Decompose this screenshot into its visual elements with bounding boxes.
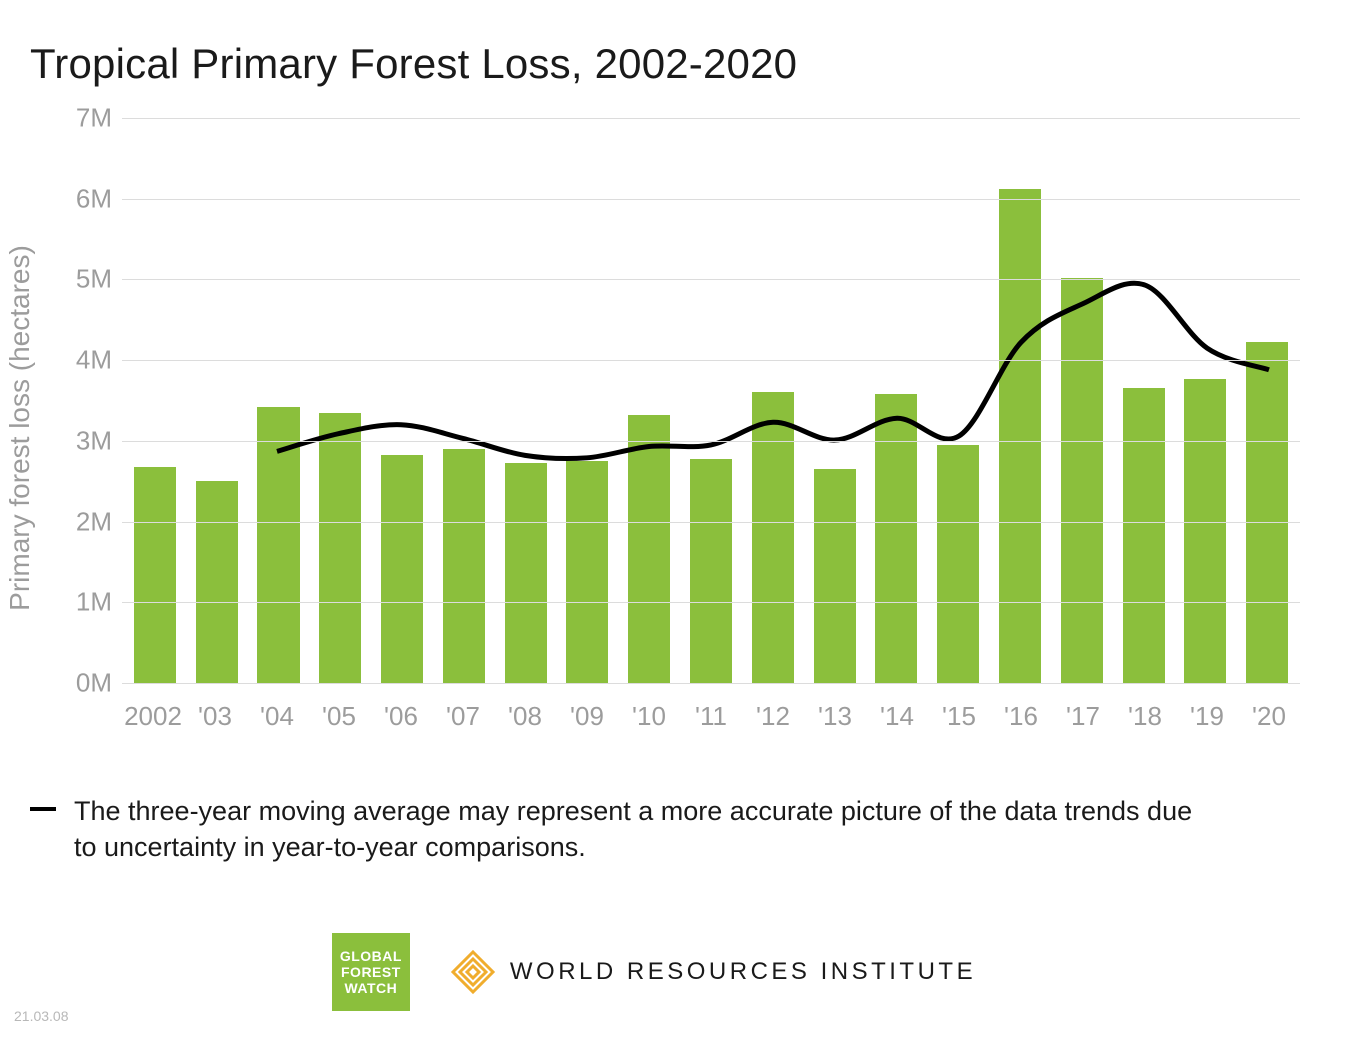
y-tick-label: 1M (76, 587, 112, 618)
bar (937, 445, 979, 683)
bar-slot (1113, 118, 1175, 683)
y-tick-label: 7M (76, 103, 112, 134)
bar-slot (804, 118, 866, 683)
x-tick-label: '04 (246, 693, 308, 738)
bar (566, 461, 608, 683)
x-tick-label: '10 (618, 693, 680, 738)
global-forest-watch-logo: GLOBAL FOREST WATCH (332, 933, 410, 1011)
bar-slot (124, 118, 186, 683)
x-tick-label: '07 (432, 693, 494, 738)
chart-area: Primary forest loss (hectares) 0M1M2M3M4… (30, 118, 1300, 738)
x-tick-label: '13 (804, 693, 866, 738)
chart-title: Tropical Primary Forest Loss, 2002-2020 (30, 40, 1308, 88)
x-tick-label: '05 (308, 693, 370, 738)
bar-slot (495, 118, 557, 683)
y-tick-label: 5M (76, 264, 112, 295)
bar-slot (557, 118, 619, 683)
bar-slot (1236, 118, 1298, 683)
x-tick-label: '06 (370, 693, 432, 738)
bar-slot (927, 118, 989, 683)
bars-group (122, 118, 1300, 683)
bar (1061, 278, 1103, 683)
y-axis-label: Primary forest loss (hectares) (4, 245, 36, 611)
bar (1184, 379, 1226, 683)
gridline (122, 441, 1300, 442)
gridline (122, 522, 1300, 523)
x-tick-label: '15 (928, 693, 990, 738)
bar-slot (618, 118, 680, 683)
y-tick-label: 4M (76, 345, 112, 376)
bar (1246, 342, 1288, 683)
bar-slot (680, 118, 742, 683)
gridline (122, 683, 1300, 684)
bar-slot (248, 118, 310, 683)
bar (814, 469, 856, 683)
x-tick-label: '18 (1114, 693, 1176, 738)
gridline (122, 279, 1300, 280)
bar-slot (371, 118, 433, 683)
y-tick-label: 6M (76, 183, 112, 214)
gridline (122, 360, 1300, 361)
plot-area: 0M1M2M3M4M5M6M7M (122, 118, 1300, 683)
bar (443, 449, 485, 683)
bar (1123, 388, 1165, 683)
gridline (122, 118, 1300, 119)
x-tick-label: '19 (1176, 693, 1238, 738)
bar (196, 481, 238, 683)
bar-slot (989, 118, 1051, 683)
x-tick-label: '17 (1052, 693, 1114, 738)
datestamp: 21.03.08 (14, 1008, 69, 1024)
x-axis-labels: 2002'03'04'05'06'07'08'09'10'11'12'13'14… (122, 693, 1300, 738)
chart-container: Tropical Primary Forest Loss, 2002-2020 … (0, 0, 1348, 1046)
x-tick-label: 2002 (122, 693, 184, 738)
legend-text: The three-year moving average may repres… (74, 793, 1210, 866)
x-tick-label: '12 (742, 693, 804, 738)
gfw-line1: GLOBAL (340, 948, 402, 964)
x-tick-label: '11 (680, 693, 742, 738)
wri-icon (450, 949, 496, 995)
bar-slot (186, 118, 248, 683)
bar (134, 467, 176, 683)
bar-slot (433, 118, 495, 683)
bar (875, 394, 917, 683)
gfw-line2: FOREST (341, 964, 401, 980)
wri-text: WORLD RESOURCES INSTITUTE (510, 958, 976, 986)
bar (752, 392, 794, 683)
bar-slot (742, 118, 804, 683)
x-tick-label: '08 (494, 693, 556, 738)
x-tick-label: '14 (866, 693, 928, 738)
y-tick-label: 0M (76, 668, 112, 699)
gfw-line3: WATCH (344, 980, 397, 996)
bar (999, 189, 1041, 683)
x-tick-label: '20 (1238, 693, 1300, 738)
bar (319, 413, 361, 683)
y-tick-label: 2M (76, 506, 112, 537)
bar (628, 415, 670, 683)
legend: The three-year moving average may repres… (30, 793, 1210, 866)
world-resources-institute-logo: WORLD RESOURCES INSTITUTE (450, 949, 976, 995)
bar-slot (1051, 118, 1113, 683)
bar-slot (866, 118, 928, 683)
bar-slot (309, 118, 371, 683)
x-tick-label: '03 (184, 693, 246, 738)
x-tick-label: '16 (990, 693, 1052, 738)
bar-slot (1175, 118, 1237, 683)
bar (381, 455, 423, 683)
bar (505, 463, 547, 683)
x-tick-label: '09 (556, 693, 618, 738)
gridline (122, 602, 1300, 603)
bar (257, 407, 299, 683)
gridline (122, 199, 1300, 200)
y-tick-label: 3M (76, 425, 112, 456)
bar (690, 459, 732, 683)
legend-line-swatch (30, 807, 56, 811)
logos-row: GLOBAL FOREST WATCH WORLD RESOURCES INST… (0, 933, 1308, 1011)
